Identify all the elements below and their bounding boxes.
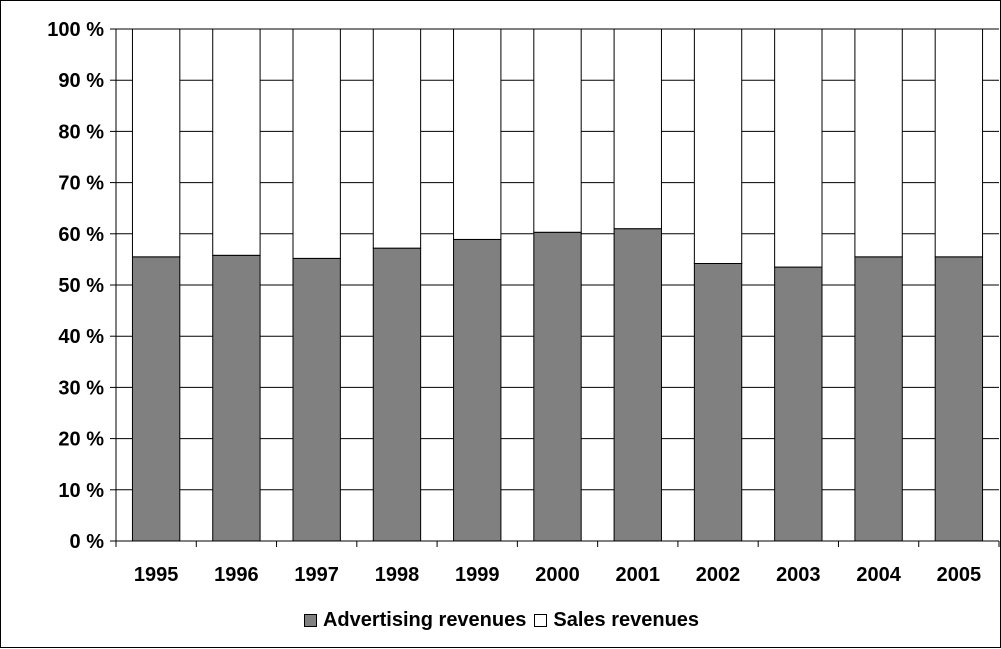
y-tick-label: 100 % [47, 19, 104, 41]
axes [110, 28, 1000, 547]
legend-item-advertising: Advertising revenues [303, 609, 527, 632]
bar-advertising [372, 247, 422, 542]
y-tick-label: 30 % [58, 377, 104, 399]
y-tick-label: 20 % [58, 429, 104, 451]
x-tick-label: 2001 [616, 564, 661, 586]
legend-label-advertising: Advertising revenues [322, 609, 527, 631]
x-tick-label: 1995 [134, 564, 179, 586]
bar-sales [774, 28, 823, 268]
bar-sales [292, 28, 341, 259]
x-tick-label: 2005 [937, 564, 982, 586]
legend: Advertising revenues Sales revenues [1, 609, 1001, 632]
y-tick-label: 50 % [58, 275, 104, 297]
legend-label-sales: Sales revenues [553, 609, 700, 631]
y-tick-label: 70 % [58, 173, 104, 195]
bar-advertising [212, 254, 261, 542]
bars [131, 28, 984, 542]
bar-sales [613, 28, 662, 230]
bar-advertising [774, 266, 823, 542]
bar-sales [212, 28, 261, 256]
y-tick-label: 90 % [58, 70, 104, 92]
bar-advertising [453, 238, 502, 542]
x-tick-label: 1999 [455, 564, 500, 586]
bar-sales [453, 28, 502, 240]
bar-advertising [693, 262, 743, 542]
y-tick-label: 40 % [58, 326, 104, 348]
bar-sales [934, 28, 984, 258]
x-tick-label: 2000 [535, 564, 580, 586]
y-tick-label: 80 % [58, 121, 104, 143]
y-tick-label: 10 % [58, 480, 104, 502]
x-tick-label: 2003 [776, 564, 821, 586]
bar-sales [372, 28, 422, 249]
tick-labels: 0 % 10 % 20 % 30 % 40 % 50 % 60 % 70 % 80 % 90 % 1… [47, 19, 981, 586]
x-tick-label: 1997 [294, 564, 339, 586]
bar-sales [693, 28, 743, 264]
legend-swatch-advertising [303, 614, 317, 627]
x-tick-label: 2004 [856, 564, 901, 586]
legend-item-sales: Sales revenues [534, 609, 699, 632]
y-tick-label: 60 % [58, 224, 104, 246]
bar-sales [131, 28, 181, 258]
y-tick-label: 0 % [70, 531, 105, 553]
x-tick-label: 1996 [214, 564, 259, 586]
x-tick-label: 1998 [375, 564, 420, 586]
bar-advertising [934, 256, 984, 542]
bar-advertising [131, 256, 181, 542]
bar-advertising [854, 256, 903, 542]
bar-advertising [292, 257, 341, 542]
legend-swatch-sales [534, 614, 548, 627]
x-tick-label: 2002 [696, 564, 741, 586]
bar-advertising [533, 231, 582, 542]
bar-sales [854, 28, 903, 258]
bar-sales [533, 28, 582, 233]
bar-advertising [613, 228, 662, 542]
